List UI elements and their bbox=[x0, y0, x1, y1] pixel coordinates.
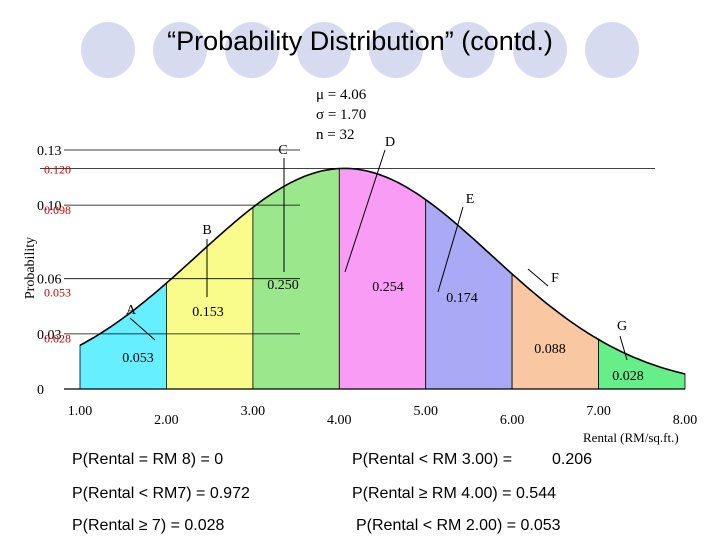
x-tick-label: 4.00 bbox=[327, 413, 352, 428]
leader-line-d bbox=[344, 149, 386, 273]
leader-line-f bbox=[527, 268, 549, 287]
decor-circle-8 bbox=[585, 22, 639, 78]
y-mark-label: 0.028 bbox=[44, 332, 71, 346]
segment-letter-e: E bbox=[466, 192, 475, 207]
x-tick-labels: 1.00 2.00 3.00 4.00 5.00 6.00 7.00 8.00 bbox=[68, 404, 698, 428]
x-tick-label: 8.00 bbox=[673, 413, 698, 428]
statement-2: P(Rental < RM 3.00) = bbox=[352, 451, 513, 468]
decor-circle-4 bbox=[297, 22, 351, 78]
segment-letters: A B C D E F G bbox=[126, 135, 627, 334]
page-title: “Probability Distribution” (contd.) bbox=[167, 26, 553, 56]
y-mark-label: 0.053 bbox=[44, 286, 71, 300]
decor-circle-2 bbox=[153, 22, 207, 78]
x-tick-label: 5.00 bbox=[413, 404, 438, 419]
x-tick-label: 2.00 bbox=[154, 413, 179, 428]
statement-1: P(Rental = RM 8) = 0 bbox=[72, 451, 224, 468]
stat-mu: μ = 4.06 bbox=[316, 87, 367, 103]
segment-value-f: 0.088 bbox=[534, 342, 566, 357]
y-tick-label: 0.13 bbox=[37, 144, 62, 159]
segment-area-d bbox=[338, 168, 427, 390]
statement-6: P(Rental < RM 2.00) = 0.053 bbox=[356, 517, 561, 534]
leader-line-e bbox=[437, 206, 464, 293]
segment-letter-a: A bbox=[126, 303, 137, 318]
segment-area-a bbox=[79, 282, 167, 390]
y-axis-label: Probability bbox=[23, 237, 38, 299]
leader-line-g bbox=[619, 335, 628, 361]
y-mark-label: 0.098 bbox=[44, 203, 71, 217]
segment-letter-d: D bbox=[385, 135, 395, 150]
decor-circle-7 bbox=[513, 22, 567, 78]
segment-value-e: 0.174 bbox=[446, 291, 478, 306]
decor-circle-5 bbox=[369, 22, 423, 78]
decor-circle-1 bbox=[81, 22, 135, 78]
segment-leaders bbox=[129, 149, 628, 361]
y-tick-label: 0.10 bbox=[37, 199, 62, 214]
segment-value-g: 0.028 bbox=[612, 369, 644, 384]
y-tick-labels: 0 0.03 0.06 0.10 0.13 bbox=[37, 144, 62, 398]
segment-value-b: 0.153 bbox=[192, 305, 224, 320]
statement-2-value: 0.206 bbox=[552, 451, 593, 468]
y-tick-label: 0.03 bbox=[37, 328, 62, 343]
stat-n: n = 32 bbox=[316, 127, 354, 143]
leader-line-a bbox=[129, 317, 156, 341]
decor-circle-3 bbox=[225, 22, 279, 78]
segment-values: 0.053 0.153 0.250 0.254 0.174 0.088 0.028 bbox=[122, 278, 644, 384]
segment-value-c: 0.250 bbox=[267, 278, 299, 293]
decor-circle-6 bbox=[441, 22, 495, 78]
segment-value-d: 0.254 bbox=[372, 280, 404, 295]
segment-letter-f: F bbox=[551, 271, 559, 286]
statement-4: P(Rental ≥ RM 4.00) = 0.544 bbox=[352, 485, 556, 502]
segment-letter-b: B bbox=[202, 223, 211, 238]
segment-value-a: 0.053 bbox=[122, 351, 154, 366]
segment-letter-c: C bbox=[278, 143, 287, 158]
y-mark-labels: 0.120 0.098 0.053 0.028 bbox=[44, 162, 71, 345]
decorative-circles bbox=[81, 22, 639, 78]
x-axis-label: Rental (RM/sq.ft.) bbox=[583, 430, 679, 445]
statement-5: P(Rental ≥ 7) = 0.028 bbox=[72, 517, 225, 534]
y-tick-label: 0 bbox=[37, 383, 44, 398]
statement-3: P(Rental < RM7) = 0.972 bbox=[72, 485, 250, 502]
x-tick-label: 7.00 bbox=[586, 404, 611, 419]
stat-sigma: σ = 1.70 bbox=[316, 107, 366, 123]
y-mark-label: 0.120 bbox=[44, 162, 71, 176]
segment-letter-g: G bbox=[617, 319, 627, 334]
x-tick-label: 3.00 bbox=[241, 404, 266, 419]
y-tick-label: 0.06 bbox=[37, 273, 62, 288]
distribution-curve bbox=[79, 167, 686, 375]
x-tick-label: 6.00 bbox=[500, 413, 525, 428]
x-tick-label: 1.00 bbox=[68, 404, 93, 419]
guide-lines bbox=[40, 149, 655, 335]
